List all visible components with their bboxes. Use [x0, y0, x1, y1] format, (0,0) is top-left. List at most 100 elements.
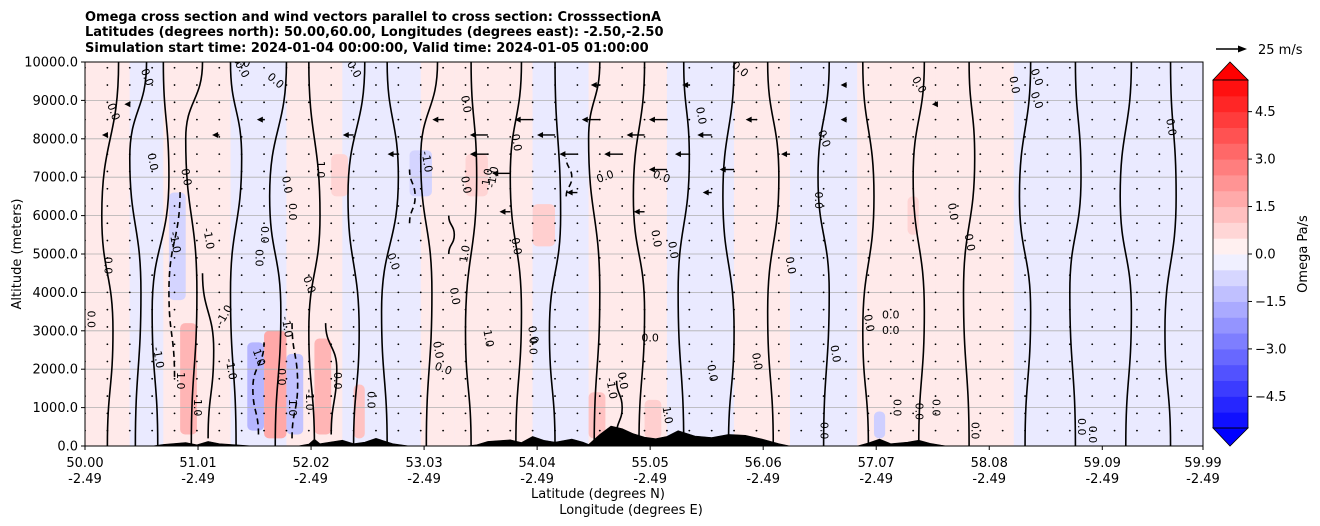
wind-vector-dot [733, 412, 735, 415]
wind-vector-dot [643, 256, 646, 259]
wind-vector-dot [1091, 222, 1094, 225]
wind-vector-dot [733, 135, 735, 138]
wind-vector-dot [263, 101, 265, 104]
contour-label: 1.0 [191, 399, 204, 417]
wind-vector-head [432, 116, 439, 123]
omega-region [873, 411, 886, 439]
wind-vector-dot [1068, 153, 1071, 156]
wind-vector-dot [755, 205, 758, 207]
wind-vector-dot [218, 360, 221, 363]
wind-vector-dot [330, 412, 333, 415]
wind-vector-dot [889, 412, 892, 415]
wind-vector-dot [1046, 187, 1049, 190]
y-tick-label: 0.0 [57, 440, 78, 455]
wind-vector-dot [307, 308, 310, 311]
wind-vector-dot [979, 343, 982, 346]
contour-label: 0.0 [258, 226, 271, 244]
wind-vector-dot [643, 84, 646, 86]
wind-vector-dot [397, 412, 400, 415]
wind-vector-dot [800, 101, 803, 104]
wind-vector-dot [509, 205, 512, 207]
wind-vector-dot [464, 153, 467, 156]
contour-line [1119, 62, 1133, 446]
wind-vector-dot [800, 274, 803, 277]
wind-vector-dot [240, 84, 243, 86]
wind-vector-dot [800, 291, 803, 294]
wind-vector-dot [576, 135, 579, 138]
wind-vector-dot [1001, 170, 1004, 173]
wind-vector-dot [598, 308, 601, 311]
x-tick-label-lat: 50.00 [66, 456, 103, 471]
wind-vector-dot [979, 291, 982, 294]
wind-vector-dot [263, 153, 265, 156]
wind-vector-dot [554, 239, 556, 242]
wind-vector-dot [1180, 135, 1183, 138]
wind-vector-dot [822, 84, 825, 86]
wind-vector-dot [889, 291, 892, 294]
wind-vector-dot [1113, 274, 1116, 277]
wind-vector-head [604, 151, 611, 158]
wind-vector-dot [1180, 170, 1183, 173]
wind-vector-dot [442, 66, 445, 69]
wind-vector-dot [845, 395, 847, 397]
wind-vector-dot [755, 170, 758, 173]
wind-vector-dot [419, 153, 422, 156]
wind-vector-dot [1068, 187, 1071, 190]
wind-vector-dot [352, 256, 355, 259]
wind-vector-dot [173, 170, 176, 173]
wind-vector-dot [173, 291, 176, 294]
wind-vector-dot [1113, 153, 1116, 156]
colorbar-segment [1213, 111, 1248, 128]
wind-vector-dot [666, 256, 668, 259]
wind-vector-dot [1091, 360, 1094, 363]
x-tick-label-lat: 58.08 [971, 456, 1008, 471]
wind-vector-dot [666, 153, 668, 156]
wind-vector-dot [375, 84, 377, 86]
wind-vector-dot [912, 239, 915, 242]
wind-vector-dot [442, 239, 445, 242]
wind-vector-dot [845, 291, 847, 294]
wind-vector-dot [307, 395, 310, 397]
omega-region [532, 204, 556, 247]
wind-vector-dot [509, 170, 512, 173]
wind-vector-dot [800, 170, 803, 173]
wind-vector-dot [800, 66, 803, 69]
wind-vector-dot [666, 360, 668, 363]
wind-vector-dot [128, 205, 131, 207]
wind-vector-dot [666, 222, 668, 225]
wind-vector-dot [240, 205, 243, 207]
wind-vector-dot [755, 84, 758, 86]
wind-vector-dot [128, 360, 131, 363]
wind-vector-dot [307, 326, 310, 328]
wind-vector-dot [845, 308, 847, 311]
wind-vector-dot [1068, 170, 1071, 173]
x-tick-label-lat: 59.09 [1084, 456, 1121, 471]
wind-vector-dot [196, 343, 198, 346]
wind-vector-dot [666, 66, 668, 69]
wind-vector-dot [576, 101, 579, 104]
wind-vector-dot [643, 187, 646, 190]
wind-vector-dot [1158, 153, 1161, 156]
wind-vector-dot [128, 153, 131, 156]
wind-vector-arrow [648, 166, 667, 173]
wind-vector-arrow [124, 101, 131, 108]
wind-vector-dot [576, 256, 579, 259]
wind-vector-head [537, 131, 544, 138]
wind-vector-dot [330, 377, 333, 380]
wind-vector-dot [1113, 326, 1116, 328]
wind-vector-arrow [342, 131, 354, 138]
wind-vector-dot [777, 412, 780, 415]
wind-vector-dot [777, 170, 780, 173]
contour-label: -1.0 [419, 150, 436, 173]
wind-vector-dot [822, 360, 825, 363]
wind-vector-dot [979, 84, 982, 86]
contour-line [184, 62, 204, 446]
omega-region [588, 392, 606, 439]
contour-label: 0.0 [783, 256, 799, 275]
wind-vector-dot [755, 135, 758, 138]
wind-vector-dot [352, 135, 355, 138]
wind-vector-dot [1046, 395, 1049, 397]
wind-vector-dot [531, 66, 534, 69]
wind-vector-dot [464, 308, 467, 311]
wind-vector-dot [151, 205, 154, 207]
